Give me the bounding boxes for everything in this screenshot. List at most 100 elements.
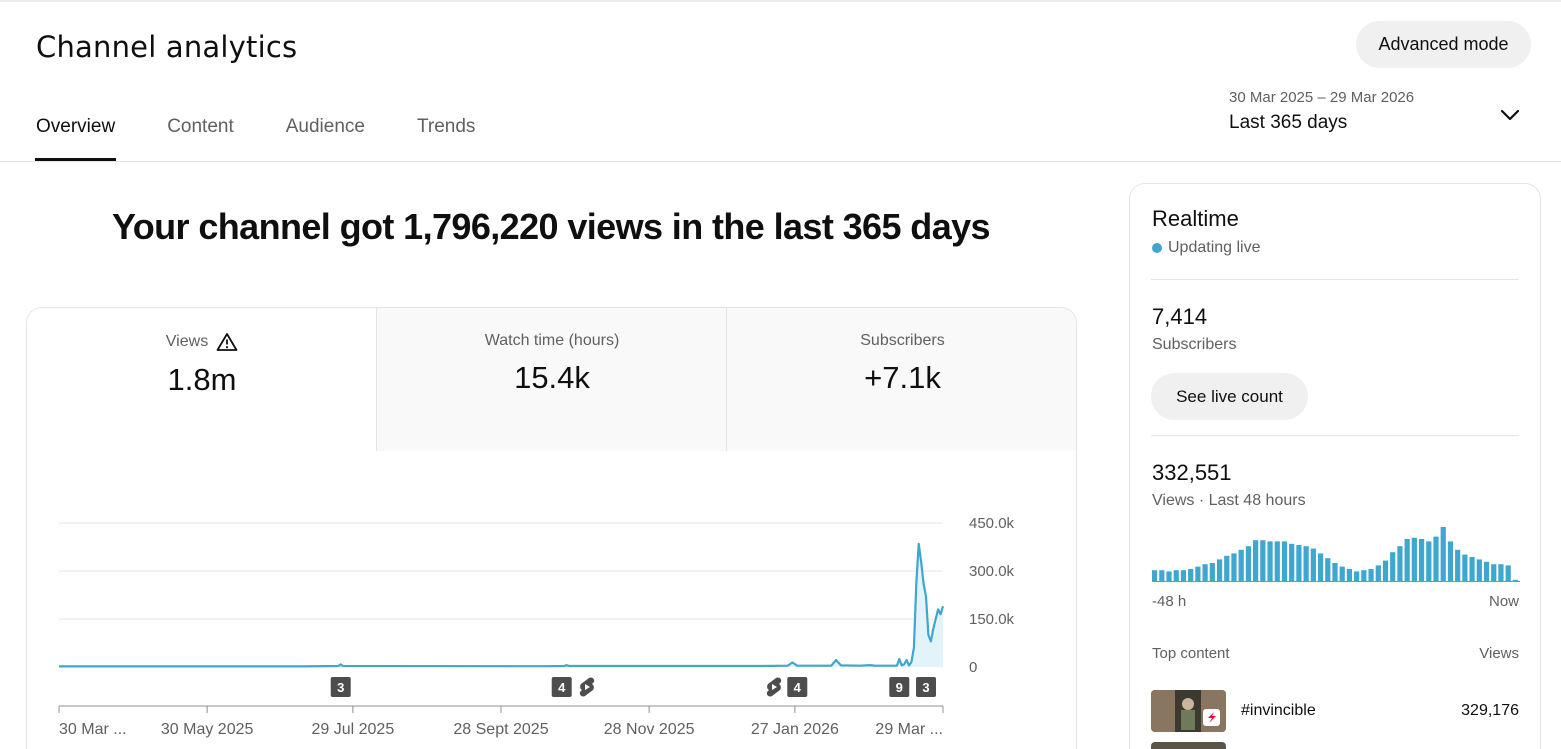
realtime-bar <box>1491 564 1497 581</box>
metric-tab-views[interactable]: Views 1.8m <box>27 308 377 451</box>
metric-divider <box>376 308 377 451</box>
y-tick-label: 150.0k <box>969 611 1015 628</box>
realtime-bar <box>1354 571 1360 581</box>
realtime-bar <box>1216 559 1223 581</box>
realtime-card: Realtime Updating live 7,414 Subscribers… <box>1129 183 1541 749</box>
realtime-bar <box>1173 570 1179 581</box>
top-content-thumbnail[interactable] <box>1151 690 1226 732</box>
x-tick-label: 29 Jul 2025 <box>311 721 394 738</box>
realtime-bar <box>1317 553 1324 581</box>
realtime-bar <box>1498 564 1504 581</box>
x-tick-label: 30 Mar ... <box>59 721 127 738</box>
see-live-count-button[interactable]: See live count <box>1151 373 1308 420</box>
tab-overview[interactable]: Overview <box>34 116 117 161</box>
realtime-bar <box>1303 546 1309 581</box>
x-tick-label: 30 May 2025 <box>161 721 254 738</box>
header-divider <box>0 161 1561 162</box>
realtime-bar <box>1274 541 1280 581</box>
top-content-thumbnail[interactable] <box>1151 742 1226 749</box>
y-tick-label: 450.0k <box>969 515 1015 532</box>
x-tick-label: 28 Sept 2025 <box>453 721 548 738</box>
y-tick-label: 300.0k <box>969 563 1015 580</box>
realtime-bar <box>1469 557 1475 581</box>
realtime-status: Updating live <box>1168 239 1261 256</box>
annotation-count-label: 4 <box>558 680 566 695</box>
annotation-count-label: 3 <box>337 680 344 695</box>
realtime-bar <box>1325 558 1331 581</box>
top-content-views-heading: Views <box>1479 645 1519 662</box>
mini-axis-end: Now <box>1488 593 1519 610</box>
views-area-fill <box>59 543 943 667</box>
annotation-count-badge: 3 <box>330 677 351 697</box>
x-tick-label: 27 Jan 2026 <box>751 721 839 738</box>
realtime-bar <box>1310 548 1316 581</box>
realtime-bar <box>1166 571 1172 581</box>
realtime-bar <box>1505 565 1511 581</box>
x-tick-label: 29 Mar ... <box>875 721 943 738</box>
realtime-bar <box>1332 563 1338 581</box>
realtime-views-bar-chart[interactable] <box>1130 184 1542 604</box>
realtime-bar <box>1382 560 1389 581</box>
shorts-icon <box>579 677 595 697</box>
x-tick-label: 28 Nov 2025 <box>604 721 695 738</box>
annotation-count-badge: 3 <box>916 677 936 697</box>
realtime-bar <box>1159 570 1165 581</box>
realtime-bar <box>1188 569 1194 581</box>
realtime-bar <box>1455 549 1461 581</box>
realtime-bar <box>1245 546 1251 581</box>
realtime-bar <box>1231 553 1237 581</box>
annotation-count-label: 4 <box>794 680 802 695</box>
realtime-bar <box>1346 569 1353 581</box>
realtime-bar <box>1404 539 1410 581</box>
annotation-count-label: 3 <box>922 680 929 695</box>
analytics-card: Views 1.8m Watch time (hours) 15.4k Subs… <box>26 307 1077 749</box>
realtime-bar <box>1411 537 1417 581</box>
date-range-label: Last 365 days <box>1229 112 1348 133</box>
realtime-bar <box>1418 539 1425 581</box>
realtime-bar <box>1440 527 1446 581</box>
realtime-bar <box>1202 564 1208 581</box>
top-content-views: 329,176 <box>1461 702 1519 719</box>
mini-axis-start: -48 h <box>1152 593 1187 610</box>
realtime-bar <box>1238 549 1244 581</box>
date-range-selector[interactable]: 30 Mar 2025 – 29 Mar 2026 Last 365 days <box>1229 89 1414 134</box>
realtime-bar <box>1390 552 1396 581</box>
metric-label-views: Views <box>165 333 209 350</box>
metric-value-views: 1.8m <box>167 362 237 397</box>
annotation-count-badge: 9 <box>889 677 910 697</box>
tab-bar: Overview Content Audience Trends <box>34 116 527 162</box>
top-content-title[interactable]: #invincible <box>1241 702 1316 719</box>
annotation-count-badge: 4 <box>787 677 808 697</box>
realtime-title: Realtime <box>1152 206 1239 231</box>
views-series-line <box>59 542 945 668</box>
realtime-bar <box>1296 545 1302 581</box>
tab-trends[interactable]: Trends <box>416 116 476 137</box>
metric-divider <box>726 308 727 451</box>
views-chart[interactable]: 450.0k 300.0k 150.0k 0 3 4 4 9 3 30 Mar ... 30 May… <box>27 308 1077 749</box>
y-tick-label: 0 <box>969 659 977 676</box>
realtime-bar <box>1462 554 1468 581</box>
shorts-icon <box>766 677 782 697</box>
top-content-heading: Top content <box>1152 645 1230 662</box>
realtime-bar <box>1361 570 1367 581</box>
metric-tab-subscribers[interactable]: Subscribers +7.1k <box>727 308 1076 451</box>
realtime-bar <box>1433 536 1439 581</box>
top-border <box>0 0 1561 2</box>
realtime-bar <box>1483 561 1490 581</box>
chevron-down-icon[interactable] <box>1497 104 1523 126</box>
warning-triangle-icon[interactable] <box>216 332 238 352</box>
advanced-mode-button[interactable]: Advanced mode <box>1356 21 1531 68</box>
realtime-bar <box>1426 541 1432 581</box>
page-title: Channel analytics <box>36 30 298 64</box>
realtime-bar <box>1209 563 1215 581</box>
realtime-bar <box>1476 559 1482 581</box>
tab-audience[interactable]: Audience <box>285 116 365 137</box>
metric-label-watch-time: Watch time (hours) <box>484 332 620 349</box>
metric-tab-watch-time[interactable]: Watch time (hours) 15.4k <box>377 308 727 451</box>
realtime-bar <box>1375 565 1381 581</box>
realtime-subscribers-value: 7,414 <box>1152 304 1208 329</box>
realtime-bar <box>1152 570 1158 581</box>
metric-label-subscribers: Subscribers <box>860 332 945 349</box>
tab-content[interactable]: Content <box>167 116 234 137</box>
divider <box>1151 279 1519 280</box>
